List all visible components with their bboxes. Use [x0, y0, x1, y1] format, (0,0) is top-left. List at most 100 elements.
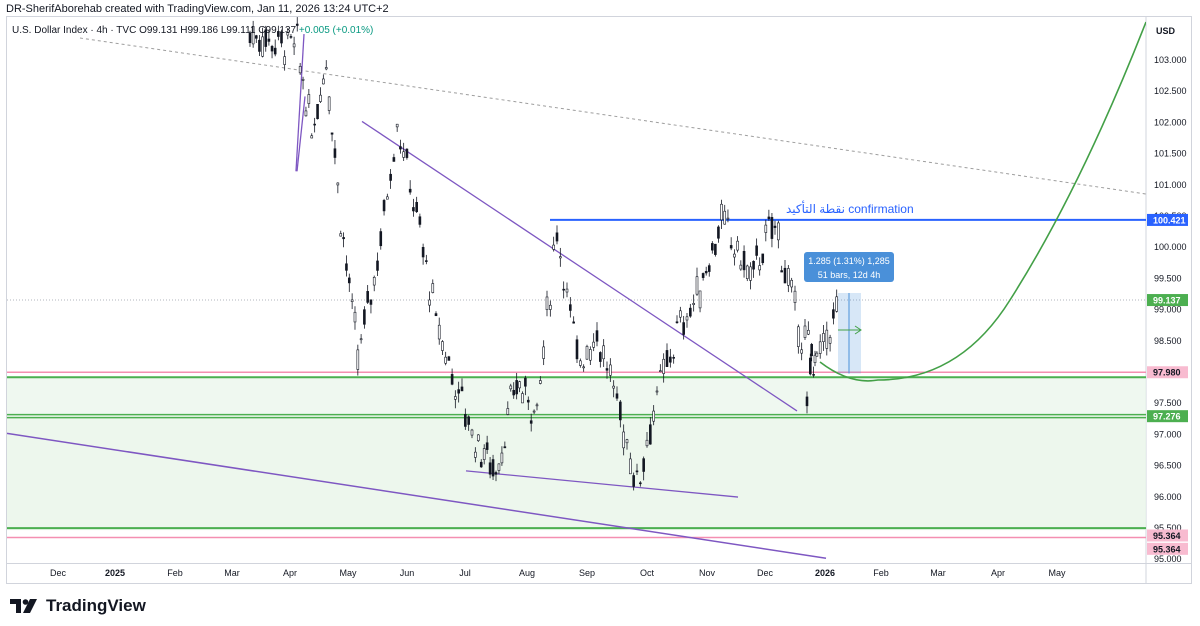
candle-body	[399, 146, 402, 150]
candle-body	[248, 32, 252, 44]
candle-body	[815, 352, 819, 357]
x-tick-label: 2026	[815, 568, 835, 578]
candle-body	[711, 243, 714, 251]
descending-trendline	[361, 120, 798, 412]
candle-body	[298, 66, 302, 74]
candle-body	[319, 94, 322, 102]
candle-body	[764, 224, 768, 233]
candle-body	[372, 277, 376, 286]
candle-body	[512, 389, 516, 396]
candle-body	[491, 459, 495, 477]
price-label-box	[1147, 366, 1188, 379]
candle-body	[592, 341, 595, 348]
y-tick-label: 97.500	[1154, 398, 1182, 408]
candle-body	[503, 446, 507, 449]
candle-body	[589, 349, 592, 361]
brand-name: TradingView	[46, 596, 146, 615]
candle-body	[342, 237, 345, 240]
legend-symbol: U.S. Dollar Index · 4h · TVC	[12, 25, 137, 36]
candle-body	[572, 321, 575, 324]
candle-body	[745, 265, 749, 279]
candle-body	[437, 324, 441, 340]
candle-body	[822, 333, 825, 342]
price-label-box	[1147, 529, 1188, 542]
candle-body	[369, 299, 373, 305]
candle-body	[807, 329, 810, 335]
x-tick-label: Jul	[459, 568, 471, 578]
channel-bottom-line	[7, 432, 827, 559]
candle-body	[460, 386, 464, 392]
candle-body	[283, 56, 286, 65]
candle-body	[585, 346, 589, 360]
candle-body	[615, 393, 619, 399]
price-label: 100.421	[1153, 215, 1186, 225]
candle-body	[642, 458, 645, 472]
candle-body	[500, 452, 504, 464]
candle-body	[720, 203, 723, 221]
candle-body	[714, 243, 717, 255]
candle-body	[812, 374, 815, 376]
candle-body	[350, 299, 354, 302]
candle-body	[545, 296, 549, 310]
candle-body	[552, 244, 555, 250]
candle-body	[267, 38, 271, 42]
x-tick-label: May	[339, 568, 357, 578]
candle-body	[649, 424, 652, 445]
candle-body	[813, 354, 817, 363]
candle-body	[635, 470, 639, 473]
candle-body	[255, 35, 258, 39]
candle-body	[793, 290, 797, 303]
candle-body	[562, 288, 565, 291]
candle-body	[277, 31, 280, 37]
candle-body	[405, 148, 409, 158]
candle-body	[347, 277, 351, 284]
candle-body	[464, 414, 467, 427]
candle-body	[723, 210, 727, 225]
price-label: 97.276	[1153, 412, 1181, 422]
price-label: 95.364	[1153, 544, 1181, 554]
candle-body	[790, 279, 793, 288]
tradingview-logo[interactable]: TradingView	[10, 596, 146, 616]
candle-body	[662, 358, 665, 374]
candle-body	[444, 356, 447, 364]
candle-body	[689, 307, 692, 317]
candle-body	[485, 442, 489, 450]
candle-body	[474, 451, 477, 458]
candle-body	[632, 475, 635, 487]
candle-body	[752, 260, 755, 270]
y-tick-label: 99.500	[1154, 273, 1182, 283]
candle-body	[739, 264, 743, 270]
candle-body	[251, 26, 255, 45]
candle-body	[273, 47, 277, 55]
y-tick-label: 101.500	[1154, 149, 1187, 159]
candle-body	[625, 439, 629, 444]
candle-body	[301, 78, 305, 81]
candle-body	[289, 36, 293, 38]
tradingview-logo-icon	[10, 599, 37, 613]
candle-body	[755, 245, 758, 256]
candle-body	[602, 345, 605, 360]
candle-body	[258, 39, 261, 52]
price-label-box	[1147, 213, 1188, 226]
candle-body	[655, 390, 659, 393]
candle-body	[295, 23, 299, 26]
candle-body	[261, 36, 264, 57]
candle-body	[482, 448, 486, 460]
candle-body	[701, 273, 705, 278]
confirmation-label: نقطة التأكيد confirmation	[786, 202, 914, 216]
candle-body	[264, 29, 268, 47]
candle-body	[652, 410, 655, 422]
candle-body	[476, 434, 480, 441]
candle-body	[810, 344, 813, 357]
legend-close: C99.137	[258, 25, 297, 36]
candle-body	[695, 276, 699, 295]
candle-body	[828, 337, 832, 344]
candle-body	[736, 240, 739, 251]
price-label: 95.364	[1153, 531, 1181, 541]
candle-body	[479, 461, 483, 468]
candle-body	[773, 225, 777, 228]
candle-body	[366, 291, 369, 303]
x-tick-label: Feb	[873, 568, 889, 578]
support-zone-lower	[7, 416, 1146, 531]
